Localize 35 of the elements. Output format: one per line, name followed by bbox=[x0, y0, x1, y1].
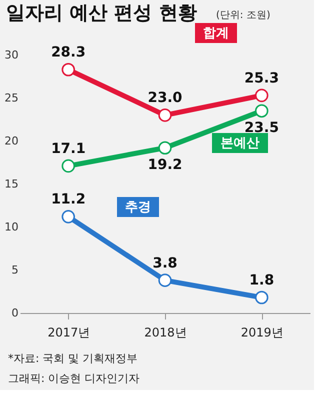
data-label: 11.2 bbox=[51, 192, 86, 208]
y-tick-label: 5 bbox=[12, 264, 18, 276]
y-tick-label: 0 bbox=[12, 306, 18, 320]
y-tick-label: 15 bbox=[4, 178, 18, 190]
point bbox=[255, 88, 268, 102]
series-label: 본예산 bbox=[220, 136, 260, 151]
data-label: 19.2 bbox=[148, 156, 182, 173]
data-label: 3.8 bbox=[152, 255, 178, 272]
x-tick-label: 2018년 bbox=[144, 326, 187, 340]
text: 합계 bbox=[203, 26, 229, 41]
point bbox=[255, 290, 268, 304]
text: 그래픽: 이승현 디자인기자 bbox=[8, 372, 140, 385]
x-tick-label: 2017년 bbox=[48, 326, 90, 340]
point bbox=[255, 104, 268, 118]
data-label: 25.3 bbox=[244, 70, 279, 86]
point bbox=[62, 210, 75, 224]
data-label: 17.1 bbox=[51, 140, 86, 157]
chart-title: 일자리 예산 편성 현황 bbox=[6, 2, 197, 24]
point bbox=[158, 108, 172, 122]
point bbox=[62, 62, 75, 76]
chart-subtitle: (단위: 조원) bbox=[216, 10, 270, 21]
data-label: 23.0 bbox=[148, 90, 183, 106]
y-tick-label: 10 bbox=[4, 220, 18, 234]
y-tick-label: 25 bbox=[4, 92, 18, 104]
data-label: 1.8 bbox=[249, 272, 274, 289]
x-tick-label: 2019년 bbox=[240, 326, 284, 340]
data-label: 28.3 bbox=[51, 44, 86, 61]
point bbox=[158, 274, 172, 287]
y-tick-label: 30 bbox=[4, 48, 18, 62]
y-tick-label: 20 bbox=[4, 134, 18, 148]
point bbox=[62, 159, 75, 173]
text: 추경 bbox=[125, 200, 151, 215]
data-label: 23.5 bbox=[244, 120, 279, 136]
point bbox=[158, 141, 172, 155]
text: *자료: 국회 및 기획재정부 bbox=[8, 352, 138, 365]
